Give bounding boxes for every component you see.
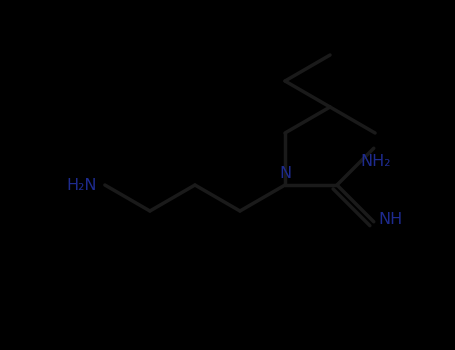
Text: NH: NH	[379, 212, 403, 227]
Text: H₂N: H₂N	[66, 177, 97, 192]
Text: N: N	[279, 166, 291, 181]
Text: NH₂: NH₂	[360, 154, 391, 169]
